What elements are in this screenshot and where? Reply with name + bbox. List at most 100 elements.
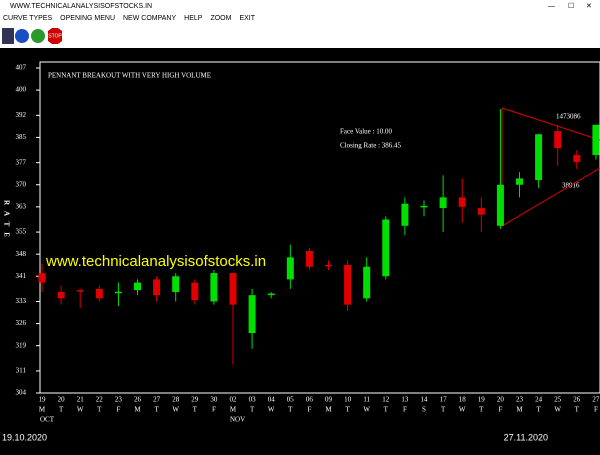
stop-icon[interactable] xyxy=(48,28,62,44)
y-tick-label: 348 xyxy=(16,250,27,258)
title-bar xyxy=(0,0,600,12)
weekday-label: W xyxy=(459,406,466,414)
close[interactable]: ✕ xyxy=(586,3,592,10)
menu-item[interactable]: OPENING MENU xyxy=(60,15,115,22)
weekday-label: T xyxy=(441,406,446,414)
stop-label: STOP xyxy=(48,33,62,39)
x-tick-label: 19 xyxy=(39,396,47,404)
candle-body xyxy=(325,264,332,267)
candle-body xyxy=(57,292,65,299)
weekday-label: T xyxy=(250,406,255,414)
x-tick-label: 27 xyxy=(153,396,161,404)
y-tick-label: 341 xyxy=(16,272,27,280)
y-tick-label: 400 xyxy=(16,86,27,94)
candle-body xyxy=(420,205,428,208)
y-tick-label: 326 xyxy=(16,319,27,327)
weekday-label: M xyxy=(134,406,141,414)
menu: CURVE TYPES OPENING MENU NEW COMPANY HELP ZO… xyxy=(3,15,256,22)
x-tick-label: 20 xyxy=(497,396,505,404)
candle-body xyxy=(267,293,275,296)
candle-body xyxy=(516,178,523,185)
x-tick-label: 29 xyxy=(191,396,199,404)
x-tick-label: 10 xyxy=(344,396,352,404)
weekday-label: F xyxy=(307,406,311,414)
weekday-label: W xyxy=(363,406,370,414)
y-tick-label: 377 xyxy=(16,158,27,166)
y-label: RATE xyxy=(2,200,10,243)
closing-rate: Closing Rate : 386.45 xyxy=(340,142,402,150)
x-tick-label: 12 xyxy=(382,396,390,404)
weekday-label: T xyxy=(575,406,580,414)
y-tick-label: 355 xyxy=(16,228,27,236)
plus-icon[interactable] xyxy=(15,29,29,43)
candle-body xyxy=(535,134,543,181)
x-tick-label: 02 xyxy=(230,396,238,404)
x-tick-label: 06 xyxy=(306,396,314,404)
face-value: Face Value : 10.00 xyxy=(340,128,392,136)
y-tick-label: 363 xyxy=(16,202,27,210)
candle-body xyxy=(458,197,466,207)
x-tick-label: 09 xyxy=(325,396,333,404)
weekday-label: M xyxy=(516,406,523,414)
x-tick-label: 27 xyxy=(592,396,600,404)
x-tick-label: 26 xyxy=(134,396,142,404)
candle-body xyxy=(76,290,84,292)
y-tick-label: 385 xyxy=(16,133,27,141)
x-tick-label: 30 xyxy=(210,396,218,404)
x-tick-label: 21 xyxy=(77,396,85,404)
candle-body xyxy=(554,131,562,149)
weekday-label: T xyxy=(384,406,389,414)
weekday-label: M xyxy=(325,406,332,414)
weekday-label: T xyxy=(193,406,198,414)
x-tick-label: 22 xyxy=(96,396,104,404)
x-tick-label: 26 xyxy=(573,396,581,404)
menu-bar xyxy=(0,12,600,24)
candle-body xyxy=(210,273,218,302)
candle-body xyxy=(573,155,581,163)
menu-item[interactable]: HELP xyxy=(184,15,203,22)
y-tick-label: 407 xyxy=(16,64,27,72)
x-tick-label: 05 xyxy=(287,396,295,404)
end-date: 27.11.2020 xyxy=(504,432,548,442)
x-tick-label: 23 xyxy=(115,396,123,404)
weekday-label: S xyxy=(422,406,426,414)
candle-body xyxy=(439,197,447,209)
toolbar xyxy=(0,24,600,48)
x-tick-label: 11 xyxy=(363,396,370,404)
candle-body xyxy=(382,219,390,277)
weekday-label: M xyxy=(230,406,237,414)
weekday-label: F xyxy=(212,406,216,414)
menu-item[interactable]: CURVE TYPES xyxy=(3,15,52,22)
help-icon[interactable] xyxy=(31,29,45,43)
menu-item[interactable]: ZOOM xyxy=(210,15,231,22)
weekday-label: W xyxy=(268,406,275,414)
book-icon[interactable] xyxy=(2,28,14,44)
candle-body xyxy=(248,295,256,334)
weekday-label: W xyxy=(77,406,84,414)
candle-body xyxy=(477,208,485,215)
weekday-label: T xyxy=(288,406,293,414)
candle-body xyxy=(344,264,352,305)
menu-item[interactable]: NEW COMPANY xyxy=(123,15,176,22)
start-date: 19.10.2020 xyxy=(2,432,47,442)
y-tick-label: 333 xyxy=(16,297,27,305)
weekday-label: T xyxy=(479,406,484,414)
candle-body xyxy=(134,282,141,291)
x-tick-label: 28 xyxy=(172,396,180,404)
minimize[interactable]: — xyxy=(548,3,555,10)
x-tick-label: 03 xyxy=(249,396,257,404)
x-tick-label: 23 xyxy=(516,396,524,404)
weekday-label: T xyxy=(536,406,541,414)
y-label: RATE xyxy=(2,200,10,243)
maximize[interactable]: ☐ xyxy=(568,2,574,10)
weekday-label: T xyxy=(154,406,159,414)
x-tick-label: 18 xyxy=(459,396,467,404)
candle-body xyxy=(229,273,237,305)
pennant-lower xyxy=(501,167,600,227)
weekday-label: T xyxy=(59,406,64,414)
x-tick-label: 04 xyxy=(268,396,276,404)
menu-item[interactable]: EXIT xyxy=(239,15,255,22)
candle-body xyxy=(401,203,409,226)
candle-body xyxy=(172,276,180,293)
